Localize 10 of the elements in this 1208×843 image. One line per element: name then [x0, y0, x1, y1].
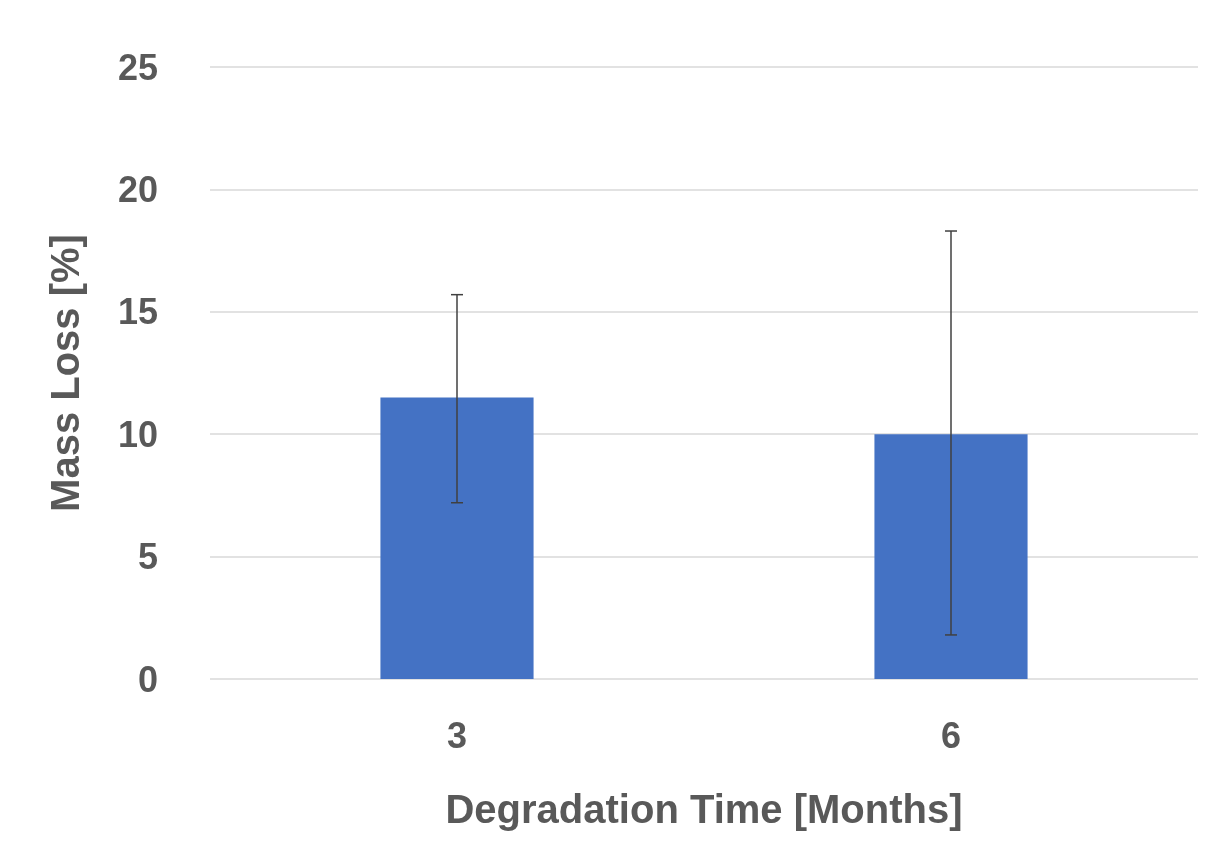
- y-tick-label: 10: [117, 413, 158, 455]
- x-axis-title: Degradation Time [Months]: [445, 787, 963, 831]
- y-tick-label: 20: [117, 168, 158, 210]
- x-tick-label: 3: [446, 714, 468, 756]
- y-axis-title: Mass Loss [%]: [43, 234, 87, 512]
- x-tick-label: 6: [940, 714, 962, 756]
- y-tick-label: 15: [117, 291, 158, 333]
- y-tick-label: 5: [137, 536, 158, 578]
- y-tick-label: 25: [117, 46, 158, 88]
- y-tick-label: 0: [137, 658, 158, 700]
